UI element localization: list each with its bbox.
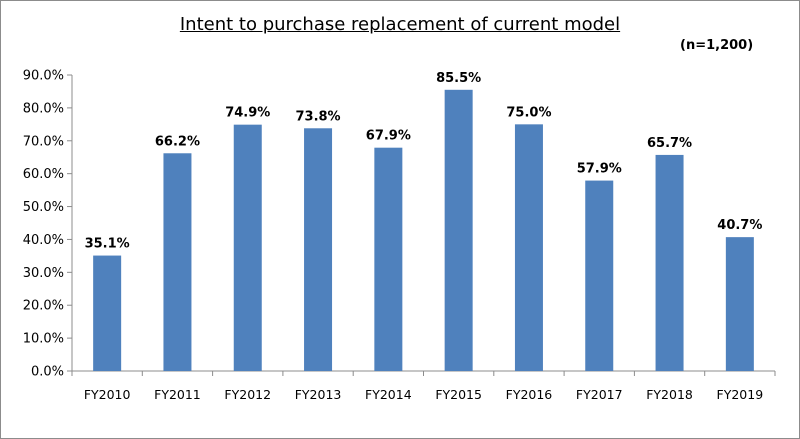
x-tick-label: FY2019 bbox=[717, 387, 764, 402]
x-tick-label: FY2011 bbox=[154, 387, 201, 402]
x-tick-label: FY2014 bbox=[365, 387, 412, 402]
bar-fy2015 bbox=[444, 89, 473, 372]
data-label: 65.7% bbox=[647, 136, 692, 151]
bar-fy2011 bbox=[163, 153, 192, 371]
y-tick-label: 70.0% bbox=[23, 134, 64, 149]
bar-fy2016 bbox=[514, 124, 543, 371]
x-tick-label: FY2012 bbox=[224, 387, 271, 402]
data-label: 75.0% bbox=[506, 105, 551, 120]
bar-fy2014 bbox=[374, 147, 403, 371]
data-label: 67.9% bbox=[366, 129, 411, 144]
labels: 0.0% 10.0% 20.0% 30.0% 40.0% 50.0% 60.0% 70.0% 8… bbox=[23, 69, 764, 403]
y-tick-label: 80.0% bbox=[23, 101, 64, 116]
data-label: 74.9% bbox=[225, 106, 270, 121]
data-label: 85.5% bbox=[436, 71, 481, 86]
y-tick-label: 30.0% bbox=[23, 266, 64, 281]
y-tick-label: 60.0% bbox=[23, 167, 64, 182]
x-tick-label: FY2010 bbox=[84, 387, 131, 402]
data-label: 73.8% bbox=[295, 109, 340, 124]
bar-fy2019 bbox=[725, 237, 754, 371]
data-label: 57.9% bbox=[577, 162, 622, 177]
bar-fy2010 bbox=[93, 255, 122, 371]
bar-fy2018 bbox=[655, 154, 684, 371]
x-tick-label: FY2013 bbox=[295, 387, 342, 402]
bar-fy2017 bbox=[585, 180, 614, 371]
y-tick-label: 10.0% bbox=[23, 332, 64, 347]
y-tick-label: 50.0% bbox=[23, 200, 64, 215]
y-tick-label: 20.0% bbox=[23, 299, 64, 314]
data-label: 35.1% bbox=[85, 237, 130, 252]
bars bbox=[93, 89, 754, 372]
y-tick-label: 0.0% bbox=[31, 365, 64, 380]
sample-size-note: (n=1,200) bbox=[680, 38, 754, 53]
data-label: 40.7% bbox=[717, 218, 762, 233]
x-tick-label: FY2015 bbox=[435, 387, 482, 402]
chart-title: Intent to purchase replacement of curren… bbox=[179, 14, 621, 35]
x-tick-label: FY2017 bbox=[576, 387, 623, 402]
data-label: 66.2% bbox=[155, 134, 200, 149]
y-tick-label: 40.0% bbox=[23, 233, 64, 248]
x-tick-label: FY2018 bbox=[646, 387, 693, 402]
x-tick-label: FY2016 bbox=[506, 387, 553, 402]
bar-fy2013 bbox=[304, 128, 333, 371]
y-tick-label: 90.0% bbox=[23, 69, 64, 84]
bar-fy2012 bbox=[233, 124, 262, 371]
